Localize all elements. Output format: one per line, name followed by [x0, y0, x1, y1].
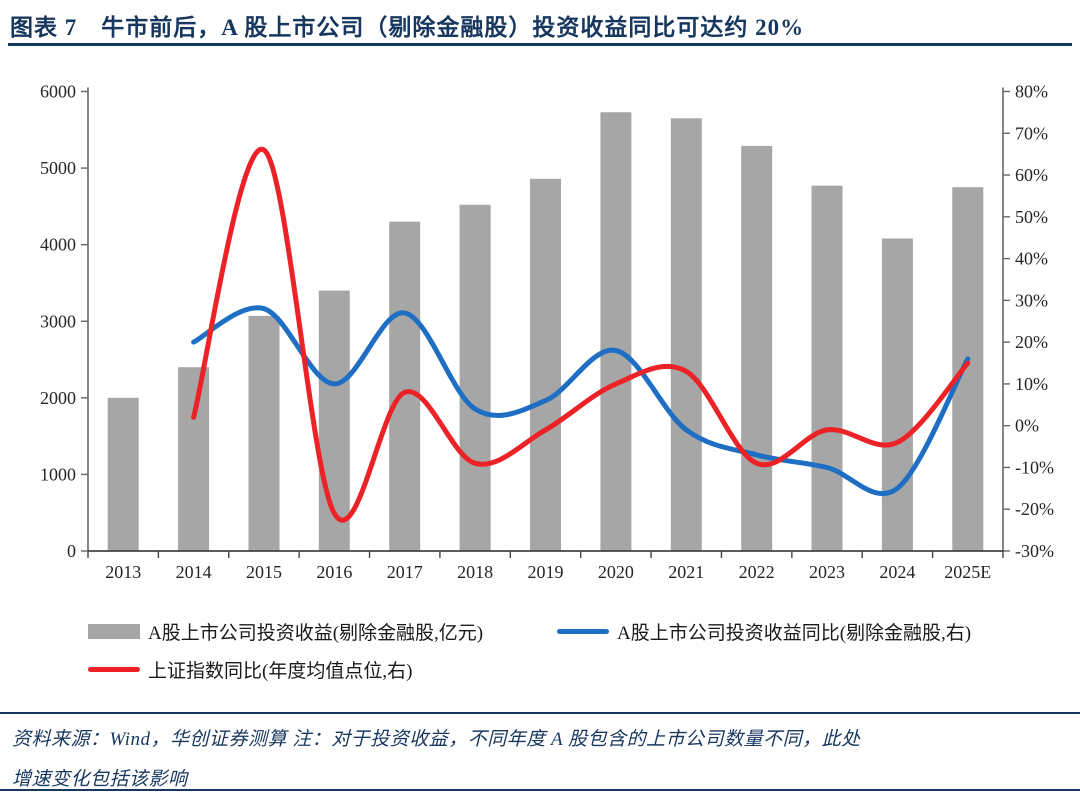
right-tick-label: 20% — [1015, 332, 1048, 352]
legend-label: 上证指数同比(年度均值点位,右) — [148, 660, 413, 682]
left-tick-label: 3000 — [40, 311, 76, 331]
legend-item-investment-income-bar: A股上市公司投资收益(剔除金融股,亿元) — [88, 616, 483, 646]
bar-2018 — [459, 204, 491, 552]
x-tick-label: 2019 — [528, 562, 564, 582]
blue-yoy-line — [191, 305, 971, 497]
right-tick-label: 30% — [1015, 290, 1048, 310]
legend-item-investment-income-yoy-line: A股上市公司投资收益同比(剔除金融股,右) — [557, 616, 971, 646]
right-tick-label: -10% — [1015, 457, 1054, 477]
chart-legend: A股上市公司投资收益(剔除金融股,亿元) A股上市公司投资收益同比(剔除金融股,… — [0, 612, 1080, 702]
legend-label: A股上市公司投资收益(剔除金融股,亿元) — [148, 622, 484, 644]
red-line-swatch-icon — [88, 666, 140, 672]
left-tick-label: 4000 — [40, 235, 76, 255]
bar-2015 — [248, 315, 280, 551]
left-tick-label: 6000 — [40, 82, 76, 102]
source-note-line2: 增速变化包括该影响 — [12, 769, 188, 790]
bar-2025E — [952, 187, 984, 551]
right-tick-label: -30% — [1015, 541, 1054, 561]
x-tick-label: 2016 — [316, 562, 352, 582]
right-tick-label: 60% — [1015, 165, 1048, 185]
x-tick-label: 2021 — [668, 562, 704, 582]
bar-2020 — [600, 112, 632, 551]
source-note: 资料来源：Wind，华创证券测算 注：对于投资收益，不同年度 A 股包含的上市公… — [0, 712, 1080, 800]
right-tick-label: 50% — [1015, 207, 1048, 227]
bar-2024 — [881, 238, 913, 551]
bar-2014 — [178, 367, 210, 551]
left-tick-label: 5000 — [40, 158, 76, 178]
bar-2013 — [107, 397, 139, 551]
red-index-line — [191, 147, 971, 523]
bar-2019 — [530, 178, 561, 552]
bar-2017 — [389, 221, 421, 551]
left-tick-label: 0 — [67, 541, 76, 561]
page-title: 图表 7 牛市前后，A 股上市公司（剔除金融股）投资收益同比可达约 20% — [10, 15, 805, 40]
x-tick-label: 2015 — [246, 562, 282, 582]
x-tick-label: 2013 — [105, 562, 141, 582]
x-tick-label: 2023 — [809, 562, 845, 582]
right-tick-label: 0% — [1015, 416, 1039, 436]
right-tick-label: 70% — [1015, 123, 1048, 143]
x-tick-label: 2018 — [457, 562, 493, 582]
bar-swatch-icon — [88, 623, 140, 639]
footer-bottom-rule — [0, 789, 1080, 791]
bar-2016 — [318, 290, 350, 551]
right-tick-label: -20% — [1015, 499, 1054, 519]
x-tick-label: 2024 — [879, 562, 915, 582]
right-tick-label: 10% — [1015, 374, 1048, 394]
source-note-line1: 资料来源：Wind，华创证券测算 注：对于投资收益，不同年度 A 股包含的上市公… — [12, 729, 861, 750]
x-tick-label: 2020 — [598, 562, 634, 582]
left-tick-label: 1000 — [40, 464, 76, 484]
x-tick-label: 2017 — [387, 562, 423, 582]
bar-2023 — [811, 185, 843, 551]
right-tick-label: 80% — [1015, 82, 1048, 102]
x-tick-label: 2025E — [944, 562, 991, 582]
title-underline — [8, 43, 1072, 46]
chart-svg: 0 1000 2000 3000 4000 5000 6000 -30% -20% -10% 0% 1… — [40, 82, 1054, 583]
legend-label: A股上市公司投资收益同比(剔除金融股,右) — [617, 622, 972, 644]
left-tick-label: 2000 — [40, 388, 76, 408]
right-tick-label: 40% — [1015, 249, 1048, 269]
legend-item-shanghai-index-yoy-line: 上证指数同比(年度均值点位,右) — [88, 654, 412, 684]
blue-line-swatch-icon — [557, 628, 609, 634]
bar-2021 — [670, 118, 702, 552]
x-tick-label: 2022 — [739, 562, 775, 582]
bar-2022 — [741, 145, 773, 551]
x-tick-label: 2014 — [176, 562, 212, 582]
